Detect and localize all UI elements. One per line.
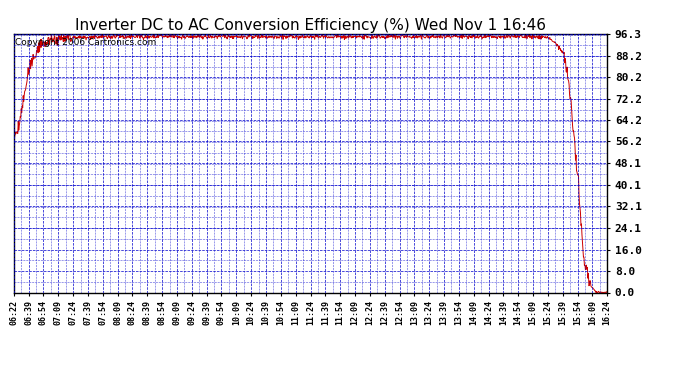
Text: Copyright 2006 Cartronics.com: Copyright 2006 Cartronics.com bbox=[15, 38, 156, 46]
Title: Inverter DC to AC Conversion Efficiency (%) Wed Nov 1 16:46: Inverter DC to AC Conversion Efficiency … bbox=[75, 18, 546, 33]
